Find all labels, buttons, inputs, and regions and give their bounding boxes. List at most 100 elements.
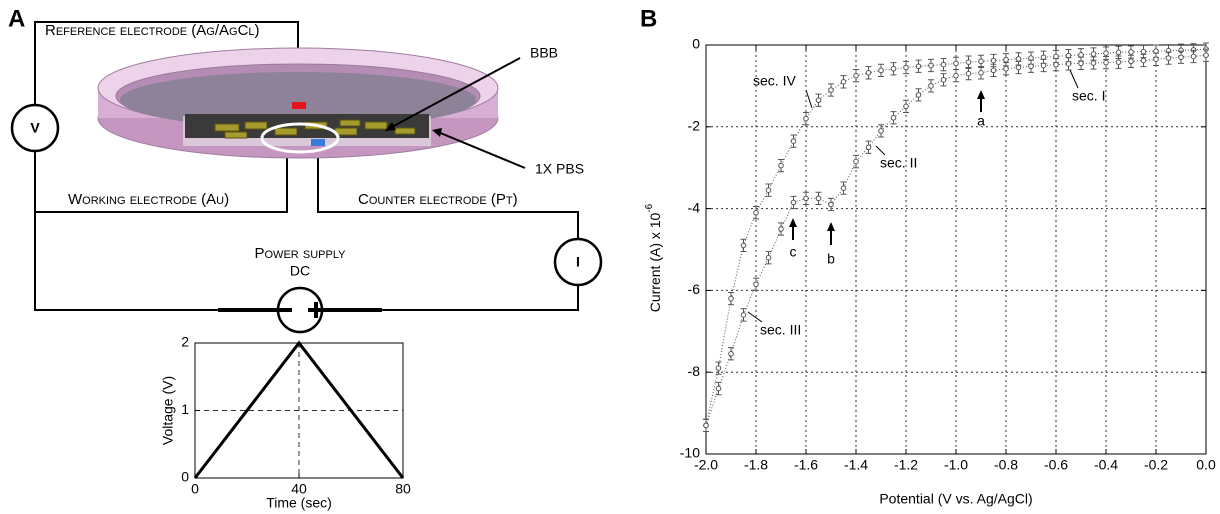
leader-line	[805, 89, 813, 109]
arrowhead	[432, 128, 442, 137]
data-point	[715, 365, 722, 371]
data-point	[828, 87, 834, 93]
data-point	[753, 281, 759, 288]
x-axis-label: Time (sec)	[266, 495, 332, 511]
x-tick-label: -0.8	[994, 457, 1018, 473]
power-symbol	[218, 302, 382, 318]
data-point	[803, 195, 809, 202]
data-point	[953, 60, 959, 67]
x-tick-label: 40	[291, 481, 307, 497]
data-point	[903, 64, 909, 71]
x-tick-label: 80	[395, 481, 411, 497]
label: Counter electrode (Pt)	[358, 191, 518, 208]
data-point	[1028, 63, 1034, 70]
annotation: b	[827, 251, 835, 267]
annotation: sec. I	[1072, 88, 1105, 104]
data-point	[765, 254, 772, 261]
wire	[317, 148, 579, 311]
arrowhead	[827, 222, 835, 231]
y-tick-label: -10	[680, 445, 700, 461]
leader-line	[747, 311, 763, 323]
x-tick-label: -0.2	[1144, 457, 1168, 473]
data-point	[853, 158, 859, 165]
data-point	[1078, 52, 1084, 58]
data-point	[1128, 58, 1134, 65]
data-point	[903, 103, 909, 110]
x-tick-label: -2.0	[694, 457, 718, 473]
data-point	[865, 70, 872, 76]
y-axis-label-exponent: -6	[644, 203, 655, 212]
data-point	[990, 57, 997, 64]
data-point	[940, 76, 947, 83]
data-point	[840, 185, 847, 191]
data-point	[990, 67, 997, 74]
data-point	[740, 242, 747, 249]
label: DC	[290, 263, 310, 279]
data-point	[1190, 53, 1197, 60]
data-point	[778, 162, 784, 169]
annotation: sec. III	[760, 322, 801, 338]
data-point	[1140, 57, 1147, 64]
data-point	[1128, 49, 1134, 55]
data-point	[953, 72, 959, 79]
data-point	[1178, 54, 1184, 61]
y-tick-label: 0	[692, 36, 700, 52]
y-tick-label: -6	[688, 281, 701, 297]
data-point	[1115, 49, 1122, 56]
pointer	[389, 57, 521, 129]
data-point	[878, 128, 884, 134]
x-axis-label: Potential (V vs. Ag/AgCl)	[879, 491, 1032, 507]
arrowhead	[385, 122, 396, 131]
x-tick-label: -1.0	[944, 457, 968, 473]
label: Power supply	[255, 245, 347, 262]
data-point	[753, 209, 759, 216]
x-tick-label: 0.0	[1196, 457, 1216, 473]
y-tick-label: 0	[181, 469, 189, 485]
data-point	[1015, 56, 1022, 62]
y-tick-label: -4	[688, 199, 701, 215]
meter-label: I	[576, 254, 580, 270]
leader-line	[1069, 69, 1079, 89]
data-point	[778, 226, 784, 232]
data-point	[1090, 60, 1097, 66]
data-point	[978, 70, 984, 76]
data-point	[1090, 51, 1097, 57]
annotation: c	[790, 244, 797, 260]
data-point	[1165, 55, 1172, 61]
data-point	[890, 115, 897, 121]
arrowhead	[789, 218, 797, 227]
ammeter	[553, 237, 603, 287]
data-point	[1140, 48, 1147, 55]
data-point	[915, 92, 922, 98]
data-point	[915, 63, 922, 70]
series-line	[193, 340, 405, 479]
data-point	[878, 67, 884, 74]
data-point	[703, 422, 709, 429]
y-axis-label: Current (A) x 10-6	[644, 203, 663, 312]
data-point	[1153, 56, 1159, 63]
data-point	[1115, 59, 1122, 65]
data-point	[1065, 61, 1072, 67]
data-point	[828, 201, 834, 208]
voltmeter	[10, 103, 60, 153]
panel-label: A	[8, 5, 25, 32]
data-point	[853, 72, 859, 79]
data-point	[928, 62, 934, 69]
data-point	[740, 312, 747, 318]
data-point	[1003, 65, 1009, 72]
arrowhead	[977, 90, 985, 99]
wire	[34, 212, 278, 311]
data-point	[1003, 56, 1009, 63]
x-tick-label: -1.4	[844, 457, 868, 473]
data-point	[965, 70, 972, 77]
x-tick-label: -1.8	[744, 457, 768, 473]
data-point	[1078, 60, 1084, 67]
data-point	[790, 199, 797, 206]
annotation: sec. IV	[753, 73, 796, 89]
data-point	[715, 385, 722, 392]
data-point	[840, 79, 847, 85]
annotation: a	[977, 113, 985, 129]
data-point	[1040, 62, 1047, 69]
x-tick-label: -1.6	[794, 457, 818, 473]
